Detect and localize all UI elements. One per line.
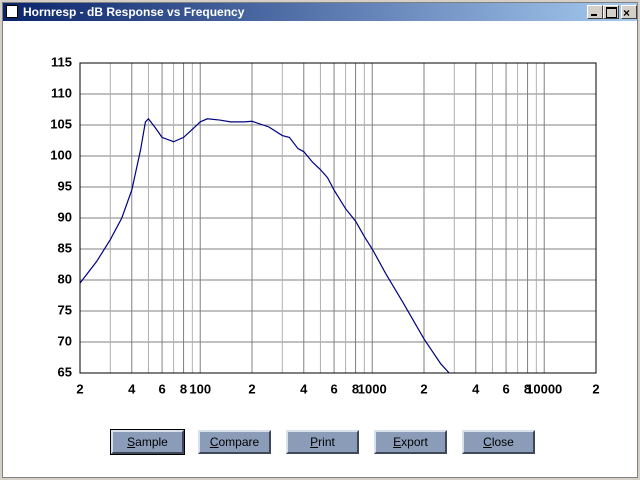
x-tick-label: 2 [592,381,599,396]
y-tick-label: 105 [50,116,72,131]
x-tick-label: 100 [189,381,211,396]
action-button[interactable]: Print [286,430,359,454]
plot-frame [79,62,597,374]
y-tick-label: 95 [58,178,72,193]
y-tick-label: 110 [51,85,72,100]
x-tick-label: 4 [128,381,136,396]
y-tick-label: 65 [58,364,72,379]
x-tick-label: 10000 [526,381,562,396]
action-button[interactable]: Close [462,430,535,454]
x-tick-label: 6 [330,381,337,396]
minimize-button[interactable] [587,5,603,19]
x-tick-label: 4 [300,381,308,396]
x-tick-label: 4 [472,381,480,396]
action-button[interactable]: Export [374,430,447,454]
x-tick-label: 6 [502,381,509,396]
action-button[interactable]: Compare [198,430,271,454]
x-tick-label: 8 [180,381,187,396]
y-tick-label: 100 [50,147,72,162]
x-tick-label: 2 [248,381,255,396]
window-title: Hornresp - dB Response vs Frequency [23,5,245,19]
y-tick-label: 75 [58,302,72,317]
y-tick-label: 90 [58,209,72,224]
x-tick-label: 2 [76,381,83,396]
close-button[interactable]: × [621,5,637,20]
x-tick-label: 8 [524,381,531,396]
x-tick-label: 1000 [358,381,387,396]
x-tick-label: 2 [420,381,427,396]
action-button[interactable]: Sample [110,429,185,455]
y-tick-label: 70 [58,333,72,348]
y-tick-label: 85 [58,240,72,255]
x-tick-label: 6 [158,381,165,396]
x-tick-label: 8 [352,381,359,396]
response-line [79,117,450,374]
app-icon [6,5,18,18]
y-tick-label: 80 [58,271,72,286]
title-bar: Hornresp - dB Response vs Frequency × [3,3,637,21]
y-tick-label: 115 [51,54,72,69]
maximize-button[interactable] [603,5,619,19]
